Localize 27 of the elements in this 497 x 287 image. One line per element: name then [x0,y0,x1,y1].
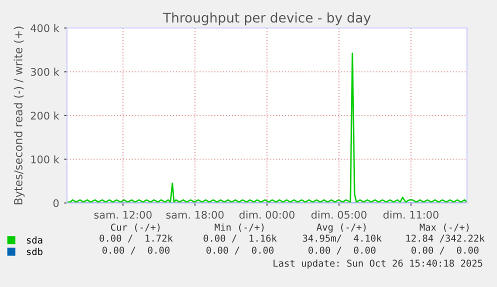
text: 0.00 / 0.00 [412,246,479,255]
x-tick-label: dim. 00:00 [239,210,294,219]
chart-title: Throughput per device - by day [162,12,371,26]
x-tick-label: dim. 11:00 [383,210,438,219]
y-tick-label: 100 k [31,155,60,164]
y-tick-label: 300 k [30,68,60,76]
text: Last update: Sun Oct 26 15:40:18 2025 [274,259,482,269]
legend-label: sdb [26,248,42,256]
text: 0.00 / 1.16k [204,234,277,243]
text: 0.00 / 0.00 [102,246,170,255]
text: 0.00 / 0.00 [308,246,376,255]
y-tick-label: 400 k [30,24,60,32]
y-tick-label: 0 [53,199,59,208]
text: 0.00 / 1.72k [100,234,173,243]
x-tick-label: sam. 12:00 [94,210,152,219]
x-tick-label: sam. 18:00 [166,210,224,219]
text: 0.00 / 0.00 [206,246,274,255]
text: 12.84 /342.22k [406,234,485,243]
y-axis-title: Bytes/second read (-) / write (+) [14,26,25,204]
text: Min (-/+) [214,223,264,232]
text: 34.95m/ 4.10k [302,234,382,243]
x-tick-label: dim. 05:00 [311,210,366,219]
text: Max (-/+) [420,223,469,232]
legend-label: sda [26,236,42,244]
y-tick-label: 200 k [30,112,60,120]
text: Avg (-/+) [316,223,366,233]
text: Cur (-/+) [111,223,160,232]
